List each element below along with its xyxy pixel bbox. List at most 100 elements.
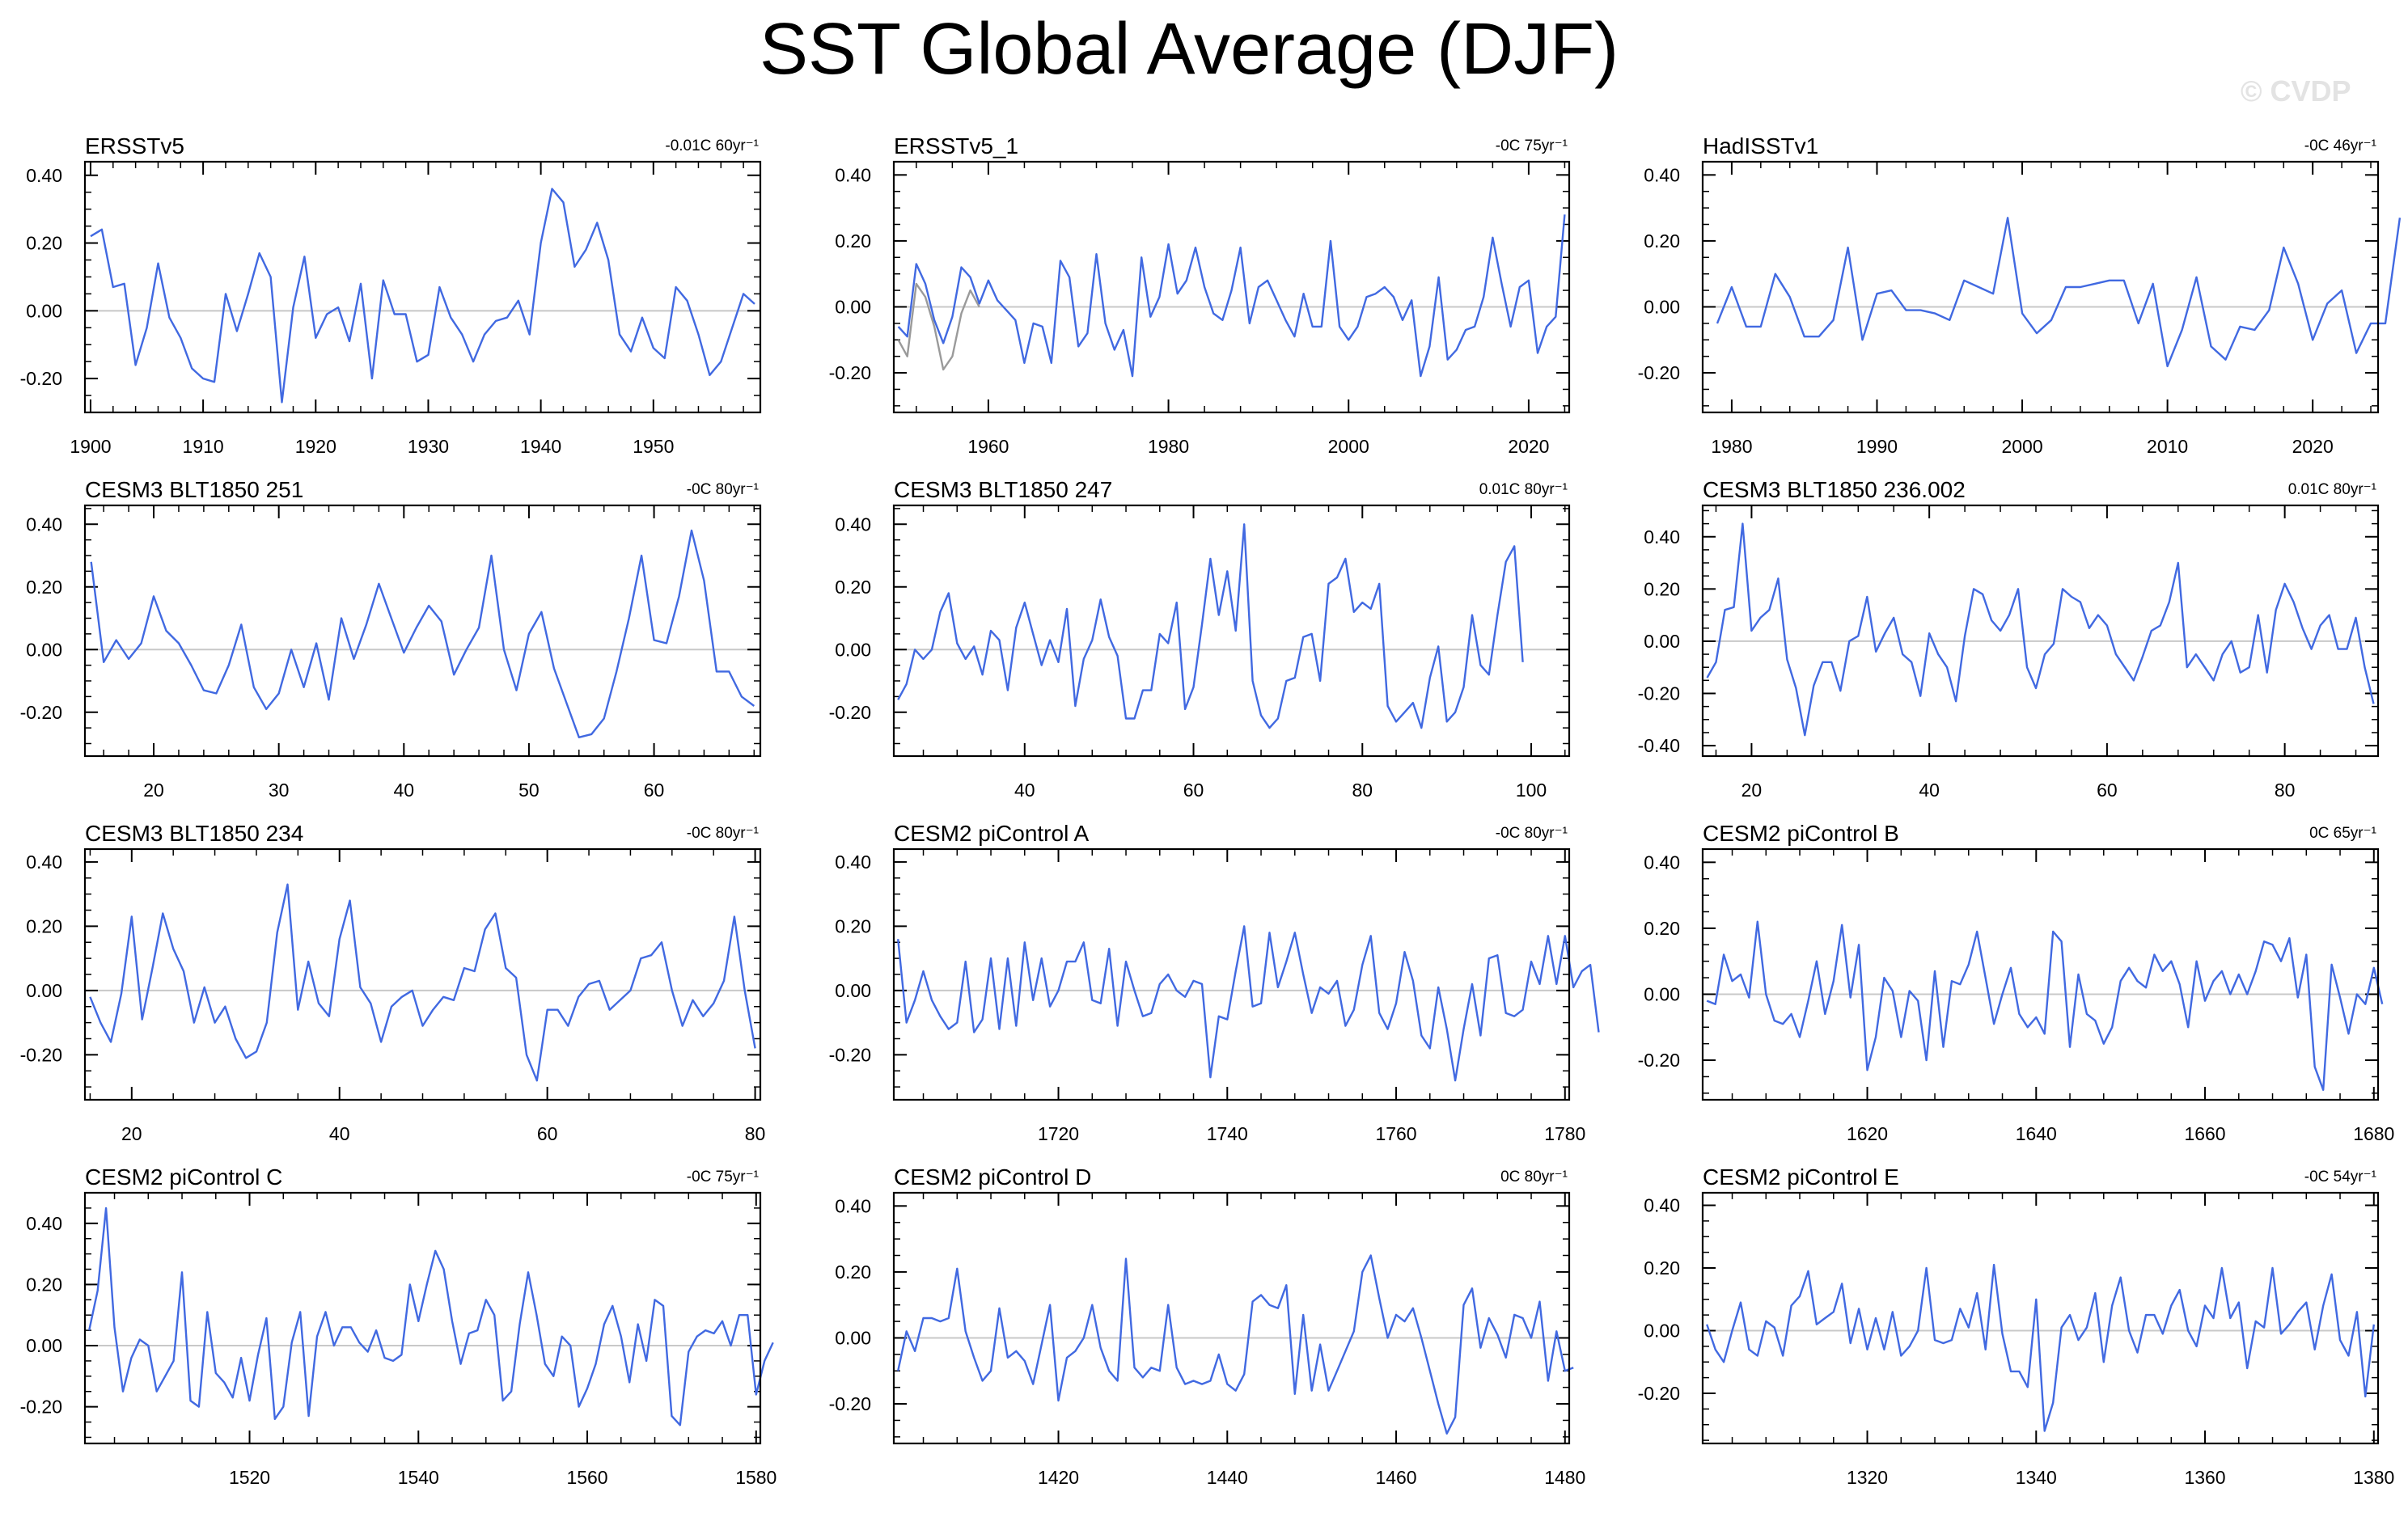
plot-frame	[1701, 847, 2380, 1101]
y-tick-label: 0.00	[26, 1335, 62, 1356]
trend-label: -0.01C 60yr⁻¹	[665, 137, 759, 154]
chart-panel-12: -0.20 0.00 0.20 0.40 1320 1340 1360 1380 CESM2 p…	[1638, 1164, 2395, 1488]
x-tick-label: 40	[394, 780, 415, 801]
y-tick-label: -0.20	[829, 1393, 871, 1414]
y-tick-label: 0.40	[1644, 164, 1680, 185]
series-line	[897, 523, 1524, 729]
x-tick-label: 1440	[1207, 1467, 1248, 1488]
series-line	[88, 1207, 774, 1426]
y-tick-label: 0.00	[1644, 296, 1680, 317]
chart-panel-10: -0.20 0.00 0.20 0.40 1520 1540 1560 1580 CESM2 p…	[20, 1164, 777, 1488]
panel-title: CESM3 BLT1850 247	[894, 477, 1112, 502]
plot-frame	[83, 1191, 762, 1445]
chart-panel-9: -0.20 0.00 0.20 0.40 1620 1640 1660 1680 CESM2 p…	[1638, 821, 2395, 1144]
x-tick-label: 2010	[2147, 436, 2188, 457]
series-line	[89, 883, 756, 1082]
y-tick-label: 0.20	[26, 915, 62, 936]
x-tick-label: 1960	[967, 436, 1009, 457]
x-tick-label: 20	[1741, 780, 1763, 801]
plot-frame	[1701, 1191, 2380, 1445]
trend-label: -0C 75yr⁻¹	[687, 1169, 759, 1185]
x-tick-label: 1760	[1375, 1123, 1416, 1144]
x-tick-label: 1340	[2016, 1467, 2057, 1488]
y-tick-label: -0.20	[20, 368, 62, 389]
chart-panel-6: -0.40 -0.20 0.00 0.20 0.40 20 40 60 80 CESM3 BLT1…	[1638, 477, 2380, 801]
y-tick-label: 0.20	[26, 577, 62, 598]
y-tick-label: 0.20	[835, 915, 871, 936]
series-line	[90, 188, 755, 404]
panel-title: CESM3 BLT1850 251	[85, 477, 303, 502]
series-line	[1716, 217, 2402, 368]
x-tick-label: 100	[1516, 780, 1547, 801]
x-tick-label: 1660	[2184, 1123, 2225, 1144]
y-tick-label: -0.20	[20, 1397, 62, 1418]
chart-panel-11: -0.20 0.00 0.20 0.40 1420 1440 1460 1480 CESM2 p…	[829, 1164, 1586, 1488]
y-tick-label: 0.20	[26, 233, 62, 254]
y-tick-label: 0.00	[26, 300, 62, 321]
chart-panel-2: -0.20 0.00 0.20 0.40 1960 1980 2000 2020 ERSSTv5…	[829, 133, 1571, 457]
y-tick-label: -0.20	[1638, 683, 1680, 704]
y-tick-label: 0.20	[835, 1262, 871, 1283]
x-tick-label: 1360	[2184, 1467, 2225, 1488]
series-line	[1706, 522, 2375, 737]
trend-label: -0C 75yr⁻¹	[1496, 137, 1568, 154]
x-tick-label: 60	[537, 1123, 558, 1144]
chart-panel-1: -0.20 0.00 0.20 0.40 1900 1910 1920 1930 1940 195…	[20, 133, 762, 457]
panel-title: ERSSTv5_1	[894, 133, 1018, 158]
x-tick-label: 1940	[520, 436, 561, 457]
series-line	[897, 925, 1600, 1082]
y-tick-label: -0.20	[829, 1044, 871, 1065]
y-tick-label: 0.40	[1644, 1195, 1680, 1216]
y-tick-label: 0.40	[835, 852, 871, 873]
trend-label: 0C 65yr⁻¹	[2309, 825, 2376, 842]
x-tick-label: 80	[1352, 780, 1373, 801]
x-tick-label: 2020	[1508, 436, 1549, 457]
x-tick-label: 1980	[1711, 436, 1752, 457]
x-tick-label: 1520	[229, 1467, 270, 1488]
chart-panel-7: -0.20 0.00 0.20 0.40 20 40 60 80 CESM3 BLT1850 2…	[20, 821, 766, 1144]
y-tick-label: -0.40	[1638, 735, 1680, 756]
x-tick-label: 1980	[1148, 436, 1189, 457]
trend-label: -0C 80yr⁻¹	[687, 825, 759, 842]
y-tick-label: 0.00	[1644, 983, 1680, 1004]
plot-frame	[892, 504, 1571, 758]
series-line	[1706, 920, 2384, 1092]
x-tick-label: 1420	[1038, 1467, 1079, 1488]
y-tick-label: 0.40	[1644, 526, 1680, 547]
trend-label: 0.01C 80yr⁻¹	[2288, 481, 2376, 498]
x-tick-label: 80	[745, 1123, 766, 1144]
y-tick-label: 0.00	[835, 639, 871, 660]
x-tick-label: 1540	[398, 1467, 439, 1488]
series-line	[1706, 1263, 2375, 1432]
x-tick-label: 1720	[1038, 1123, 1079, 1144]
trend-label: 0C 80yr⁻¹	[1500, 1169, 1568, 1185]
y-tick-label: 0.20	[835, 230, 871, 251]
trend-label: 0.01C 80yr⁻¹	[1479, 481, 1568, 498]
y-tick-label: 0.20	[1644, 578, 1680, 599]
x-tick-label: 1990	[1856, 436, 1898, 457]
x-tick-label: 20	[143, 780, 164, 801]
y-tick-label: 0.00	[835, 1327, 871, 1348]
panel-title: ERSSTv5	[85, 133, 184, 158]
plot-frame	[83, 504, 762, 758]
plot-frame	[83, 160, 762, 414]
y-tick-label: 0.20	[1644, 1257, 1680, 1278]
panel-title: CESM2 piControl A	[894, 821, 1090, 846]
x-tick-label: 40	[1014, 780, 1035, 801]
y-tick-label: 0.20	[26, 1274, 62, 1295]
x-tick-label: 1560	[566, 1467, 607, 1488]
x-tick-label: 2000	[1328, 436, 1369, 457]
chart-panel-8: -0.20 0.00 0.20 0.40 1720 1740 1760 1780 CESM2 p…	[829, 821, 1600, 1144]
plot-frame	[83, 847, 762, 1101]
x-tick-label: 1910	[183, 436, 224, 457]
plot-frame	[1701, 504, 2380, 758]
x-tick-label: 60	[644, 780, 665, 801]
x-tick-label: 1900	[70, 436, 111, 457]
y-tick-label: -0.20	[20, 702, 62, 723]
plot-frame	[892, 847, 1571, 1101]
x-tick-label: 20	[121, 1123, 142, 1144]
y-tick-label: 0.40	[835, 1195, 871, 1216]
y-tick-label: -0.20	[1638, 362, 1680, 383]
plot-frame	[892, 160, 1571, 414]
